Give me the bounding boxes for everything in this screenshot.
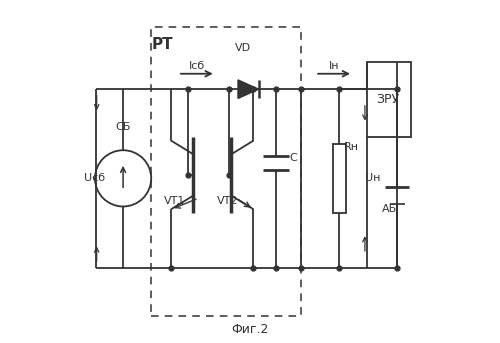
Text: Uн: Uн [365, 173, 380, 184]
Bar [366, 62, 411, 137]
Text: АБ: АБ [382, 204, 398, 214]
Text: ЗРУ: ЗРУ [376, 93, 400, 106]
Polygon shape [238, 80, 258, 98]
Text: Iсб: Iсб [188, 61, 205, 71]
Text: СБ: СБ [116, 122, 131, 132]
Text: Фиг.2: Фиг.2 [232, 323, 268, 336]
Text: Uсб: Uсб [84, 173, 105, 184]
Bar [150, 27, 302, 316]
Text: VT1: VT1 [164, 196, 185, 206]
Text: Iн: Iн [329, 61, 340, 71]
Text: Rн: Rн [344, 142, 358, 153]
Text: VT2: VT2 [217, 196, 238, 206]
Text: РТ: РТ [152, 37, 174, 52]
Text: C: C [289, 153, 297, 163]
Text: VD: VD [235, 43, 251, 53]
Bar [332, 144, 345, 213]
